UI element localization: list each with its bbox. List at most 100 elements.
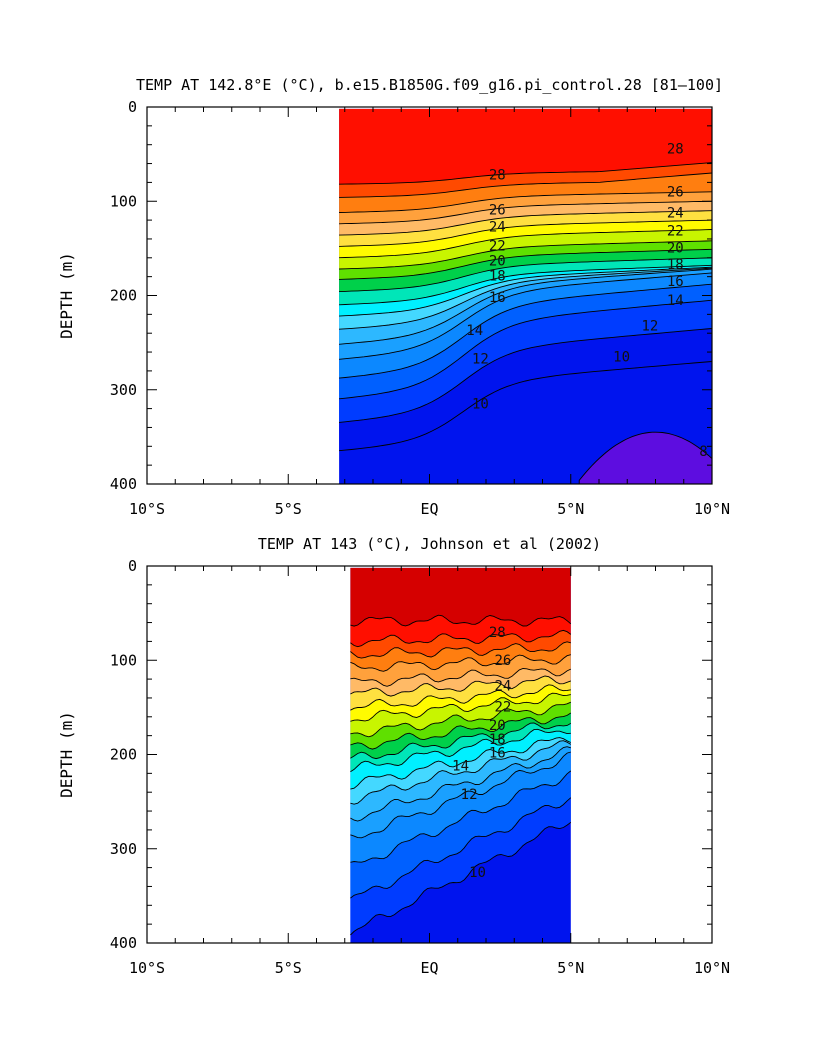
temperature-band-24 — [350, 668, 571, 697]
y-axis-label: DEPTH (m) — [57, 252, 76, 339]
x-tick-label: 10°S — [129, 959, 165, 977]
contour-label: 10 — [613, 350, 630, 366]
x-tick-label: EQ — [420, 500, 438, 518]
temperature-band-13 — [339, 272, 712, 379]
temperature-band-18 — [350, 723, 571, 772]
temperature-band-24 — [339, 201, 712, 236]
temperature-band-17 — [350, 729, 571, 790]
isotherm-25 — [339, 200, 713, 225]
contour-label: 22 — [667, 223, 684, 239]
isotherm-18 — [350, 728, 571, 773]
y-axis-label: DEPTH (m) — [57, 711, 76, 798]
isotherm-16 — [339, 267, 713, 330]
temperature-band-23 — [339, 210, 712, 247]
isotherm-10 — [339, 361, 713, 452]
isotherm-27 — [339, 172, 713, 198]
isotherm-24 — [339, 210, 713, 236]
isotherm-22 — [339, 229, 713, 259]
isotherm-15 — [339, 268, 713, 345]
isotherm-19 — [339, 257, 713, 293]
isotherm-18 — [339, 264, 713, 306]
isotherm-16 — [350, 740, 572, 805]
x-tick-label: 10°S — [129, 500, 165, 518]
temperature-band-28 — [339, 108, 712, 185]
isotherm-23 — [339, 219, 713, 247]
isotherm-29 — [350, 614, 572, 627]
contour-label: 22 — [494, 699, 511, 715]
contour-label: 28 — [667, 141, 684, 157]
isotherm-28 — [339, 162, 713, 185]
temperature-band-13 — [350, 752, 571, 863]
isotherm-27 — [350, 641, 571, 659]
contour-label: 14 — [452, 759, 469, 775]
contour-label: 16 — [667, 274, 684, 290]
isotherm-26 — [339, 191, 713, 213]
x-tick-label: 10°N — [694, 959, 730, 977]
isotherm-17 — [350, 737, 571, 790]
temperature-band-26 — [350, 641, 571, 672]
contour-label: 24 — [494, 679, 511, 695]
isotherm-19 — [350, 722, 572, 760]
temperature-band-27 — [339, 162, 712, 198]
chart-title: TEMP AT 143 (°C), Johnson et al (2002) — [258, 535, 601, 553]
temperature-band-28 — [350, 615, 571, 647]
isotherm-15 — [350, 746, 571, 822]
temperature-band-14 — [339, 269, 712, 360]
contour-label: 22 — [489, 238, 506, 254]
contour-label: 24 — [667, 205, 684, 221]
y-tick-label: 0 — [128, 98, 137, 116]
temperature-band-27 — [350, 630, 571, 659]
isotherm-12 — [350, 797, 572, 899]
x-tick-label: 10°N — [694, 500, 730, 518]
y-tick-label: 300 — [110, 381, 137, 399]
model-temperature-section-panel: 2828262624242222202018181616141412121010… — [57, 76, 730, 518]
contour-label: 18 — [667, 257, 684, 273]
contour-label: 20 — [667, 240, 684, 256]
temperature-band-23 — [350, 676, 571, 711]
contour-label: 16 — [489, 745, 506, 761]
isotherm-21 — [339, 240, 713, 270]
contour-label: 12 — [461, 787, 478, 803]
contour-label: 18 — [489, 732, 506, 748]
contour-label: 12 — [472, 352, 489, 368]
isotherm-13 — [339, 283, 713, 379]
temperature-band-14 — [350, 746, 571, 838]
temperature-band-18 — [339, 257, 712, 305]
temperature-band-21 — [339, 229, 712, 269]
x-tick-label: 5°S — [275, 959, 302, 977]
isotherm-23 — [350, 684, 571, 711]
isotherm-11 — [339, 328, 713, 423]
isotherm-12 — [339, 299, 713, 400]
temperature-band-10 — [339, 328, 712, 451]
isotherm-25 — [350, 668, 571, 687]
y-tick-label: 300 — [110, 840, 137, 858]
temperature-band-11 — [339, 300, 712, 423]
y-tick-label: 400 — [110, 934, 137, 952]
temperature-band-19 — [339, 249, 712, 292]
temperature-band-12 — [339, 284, 712, 399]
isotherm-28 — [350, 629, 572, 648]
contour-label: 26 — [489, 203, 506, 219]
isotherm-14 — [339, 272, 713, 360]
contour-label: 20 — [489, 254, 506, 270]
isotherm-20 — [339, 248, 713, 280]
contour-label: 20 — [489, 718, 506, 734]
contour-label: 8 — [699, 444, 707, 460]
x-tick-label: 5°N — [557, 500, 584, 518]
contour-label: 10 — [472, 397, 489, 413]
contour-label: 12 — [641, 319, 658, 335]
contour-label: 10 — [469, 865, 486, 881]
temperature-band-22 — [339, 220, 712, 258]
temperature-band-16 — [350, 737, 571, 805]
x-tick-label: 5°S — [275, 500, 302, 518]
temperature-band-8 — [578, 431, 713, 485]
isotherm-20 — [350, 712, 572, 750]
contour-label: 24 — [489, 220, 506, 236]
temperature-band-29 — [350, 567, 571, 627]
contour-label: 14 — [667, 293, 684, 309]
isotherm-21 — [350, 701, 571, 738]
temperature-band-15 — [350, 740, 571, 821]
isotherm-11 — [350, 822, 572, 936]
